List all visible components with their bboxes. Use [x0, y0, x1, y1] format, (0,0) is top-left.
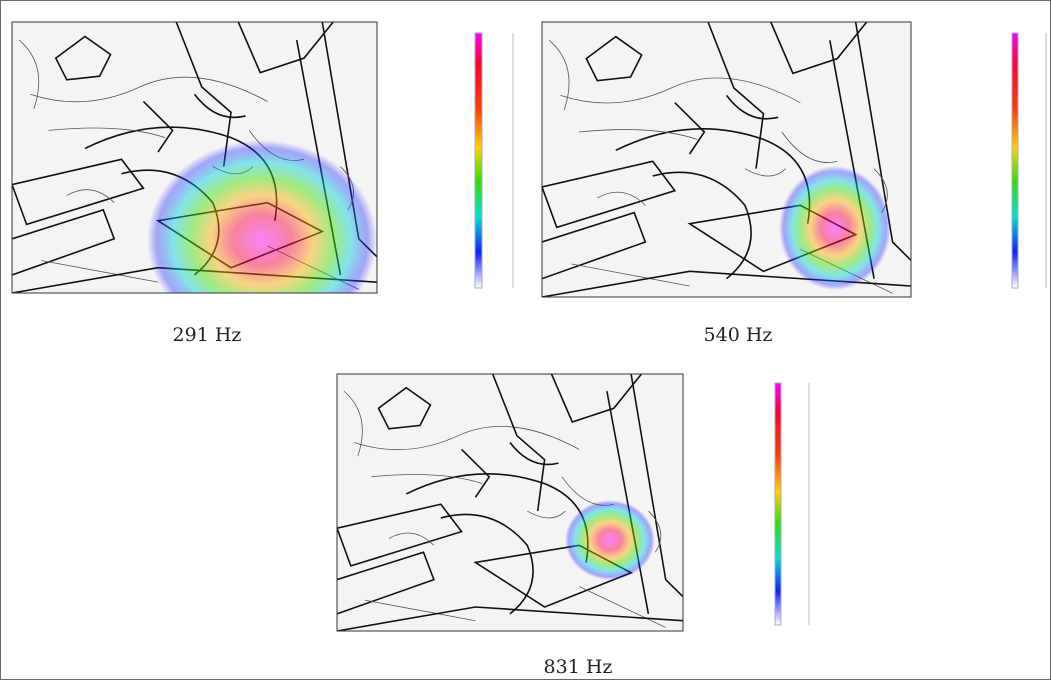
color-scale: [475, 33, 513, 288]
acoustic-image: [12, 22, 377, 340]
acoustic-image: [542, 22, 911, 297]
figure: 291 Hz 540 Hz 831 Hz: [0, 0, 1051, 680]
color-scale: [775, 383, 809, 625]
caption: 540 Hz: [704, 324, 773, 346]
acoustic-image: [337, 374, 683, 631]
caption: 831 Hz: [544, 656, 613, 678]
caption: 291 Hz: [173, 324, 242, 346]
color-scale: [1012, 33, 1046, 288]
